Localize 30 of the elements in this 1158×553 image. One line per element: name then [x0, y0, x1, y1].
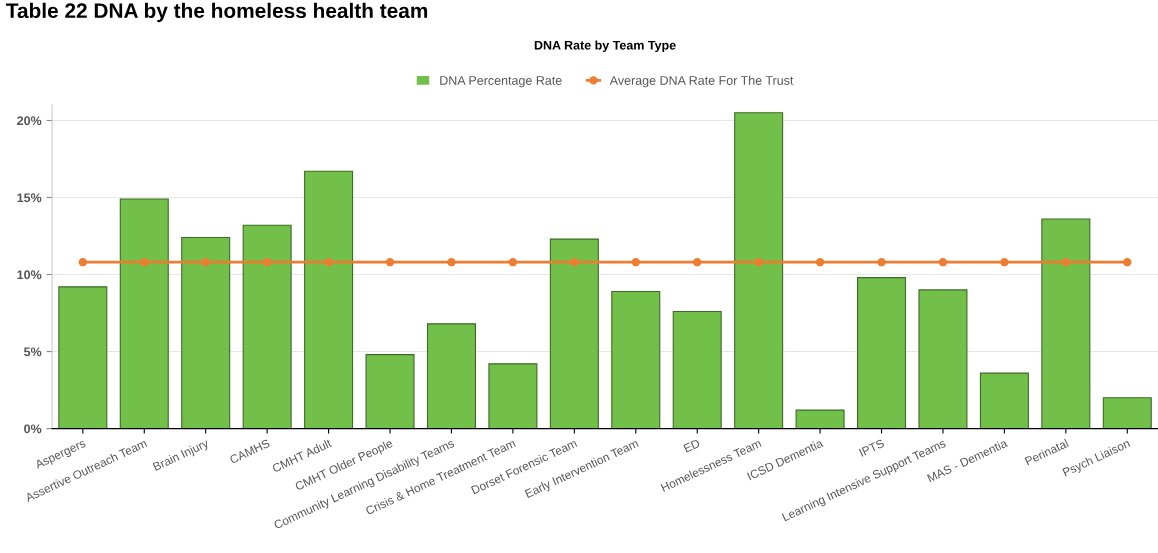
bar [488, 363, 538, 429]
bar [672, 310, 722, 429]
legend-label: DNA Percentage Rate [440, 76, 562, 88]
y-tick-label: 20% [17, 116, 42, 126]
bar [426, 323, 476, 429]
caption: Table 22 DNA by the homeless health team [6, 2, 428, 23]
bar [611, 290, 661, 429]
bar [857, 277, 907, 429]
bar [119, 198, 169, 429]
x-tick-label: ED [683, 438, 701, 453]
bar [918, 289, 968, 429]
x-tick-label: Brain Injury [152, 438, 211, 474]
y-tick-label: 10% [17, 270, 42, 280]
y-tick-label: 0% [24, 424, 42, 434]
bar [365, 354, 415, 429]
y-tick-label: 15% [17, 193, 42, 203]
legend-label: Average DNA Rate For The Trust [609, 75, 794, 88]
bar [181, 236, 231, 429]
bar [304, 170, 354, 429]
bar [242, 224, 292, 429]
bar [795, 409, 845, 429]
bar [1041, 218, 1091, 429]
bar [1102, 397, 1152, 429]
x-tick-label: IPTS [858, 438, 885, 457]
bar [979, 372, 1029, 429]
bar [734, 112, 784, 429]
chart-title: DNA Rate by Team Type [534, 40, 676, 53]
bar [58, 286, 108, 429]
y-tick-label: 5% [24, 347, 42, 357]
bar [549, 238, 599, 429]
